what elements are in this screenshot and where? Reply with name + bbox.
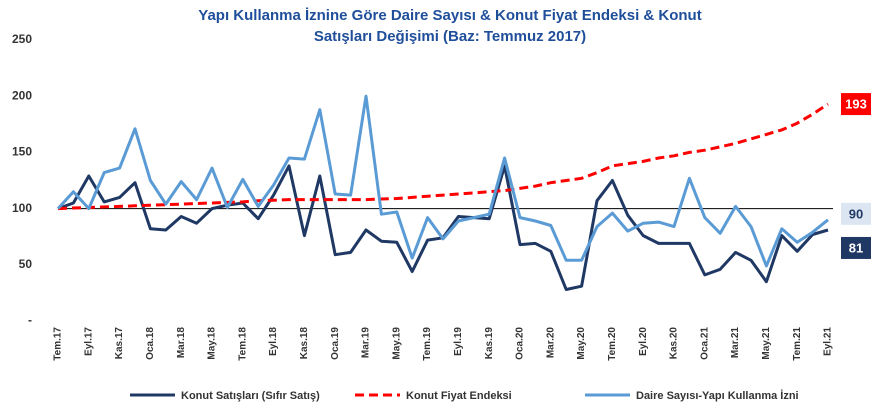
x-tick-label: Tem.20 bbox=[607, 327, 618, 361]
chart-title: Satışları Değişimi (Baz: Temmuz 2017) bbox=[314, 28, 586, 45]
y-tick-label: 50 bbox=[19, 257, 33, 271]
end-label: 193 bbox=[845, 97, 867, 112]
series-line bbox=[56, 94, 829, 268]
x-tick-label: Eyl.19 bbox=[453, 327, 464, 356]
y-tick-label: - bbox=[28, 313, 32, 327]
x-tick-label: Oca.19 bbox=[330, 327, 341, 360]
x-tick-label: Mar.18 bbox=[176, 327, 187, 359]
x-tick-label: Oca.18 bbox=[145, 327, 156, 360]
series-line bbox=[57, 102, 829, 211]
x-tick-label: Eyl.18 bbox=[268, 327, 279, 356]
y-tick-label: 200 bbox=[12, 88, 32, 102]
x-tick-label: Tem.18 bbox=[237, 327, 248, 361]
x-tick-label: Tem.19 bbox=[422, 327, 433, 361]
x-tick-label: Oca.21 bbox=[699, 327, 710, 360]
x-tick-label: Eyl.21 bbox=[823, 327, 834, 356]
x-tick-label: Eyl.20 bbox=[638, 327, 649, 356]
x-tick-label: Mar.19 bbox=[361, 327, 372, 359]
x-tick-label: May.20 bbox=[576, 327, 587, 360]
y-tick-label: 100 bbox=[12, 201, 32, 215]
end-label-box bbox=[841, 202, 871, 225]
end-label: 81 bbox=[849, 240, 863, 255]
end-label-box bbox=[841, 236, 871, 259]
end-label: 90 bbox=[849, 206, 863, 221]
x-tick-label: Oca.20 bbox=[515, 327, 526, 360]
x-tick-label: Kas.20 bbox=[669, 327, 680, 360]
x-tick-label: Tem.17 bbox=[53, 327, 64, 361]
legend-label: Daire Sayısı-Yapı Kullanma İzni bbox=[636, 389, 799, 402]
x-tick-label: Mar.20 bbox=[545, 327, 556, 359]
end-label-box bbox=[841, 93, 871, 116]
x-tick-label: May.21 bbox=[761, 327, 772, 360]
x-tick-label: Mar.21 bbox=[730, 327, 741, 359]
x-tick-label: Kas.18 bbox=[299, 327, 310, 360]
series-line bbox=[57, 164, 829, 291]
legend-label: Konut Satışları (Sıfır Satış) bbox=[181, 390, 320, 402]
x-tick-label: May.18 bbox=[207, 327, 218, 360]
legend-label: Konut Fiyat Endeksi bbox=[406, 390, 512, 402]
chart-title: Yapı Kullanma İznine Göre Daire Sayısı &… bbox=[198, 7, 701, 24]
x-tick-label: Tem.21 bbox=[792, 327, 803, 361]
x-tick-label: Kas.19 bbox=[484, 327, 495, 360]
y-tick-label: 150 bbox=[12, 145, 32, 159]
x-tick-label: May.19 bbox=[391, 327, 402, 360]
y-tick-label: 250 bbox=[12, 32, 32, 46]
x-tick-label: Kas.17 bbox=[114, 327, 125, 360]
x-tick-label: Eyl.17 bbox=[83, 327, 94, 356]
